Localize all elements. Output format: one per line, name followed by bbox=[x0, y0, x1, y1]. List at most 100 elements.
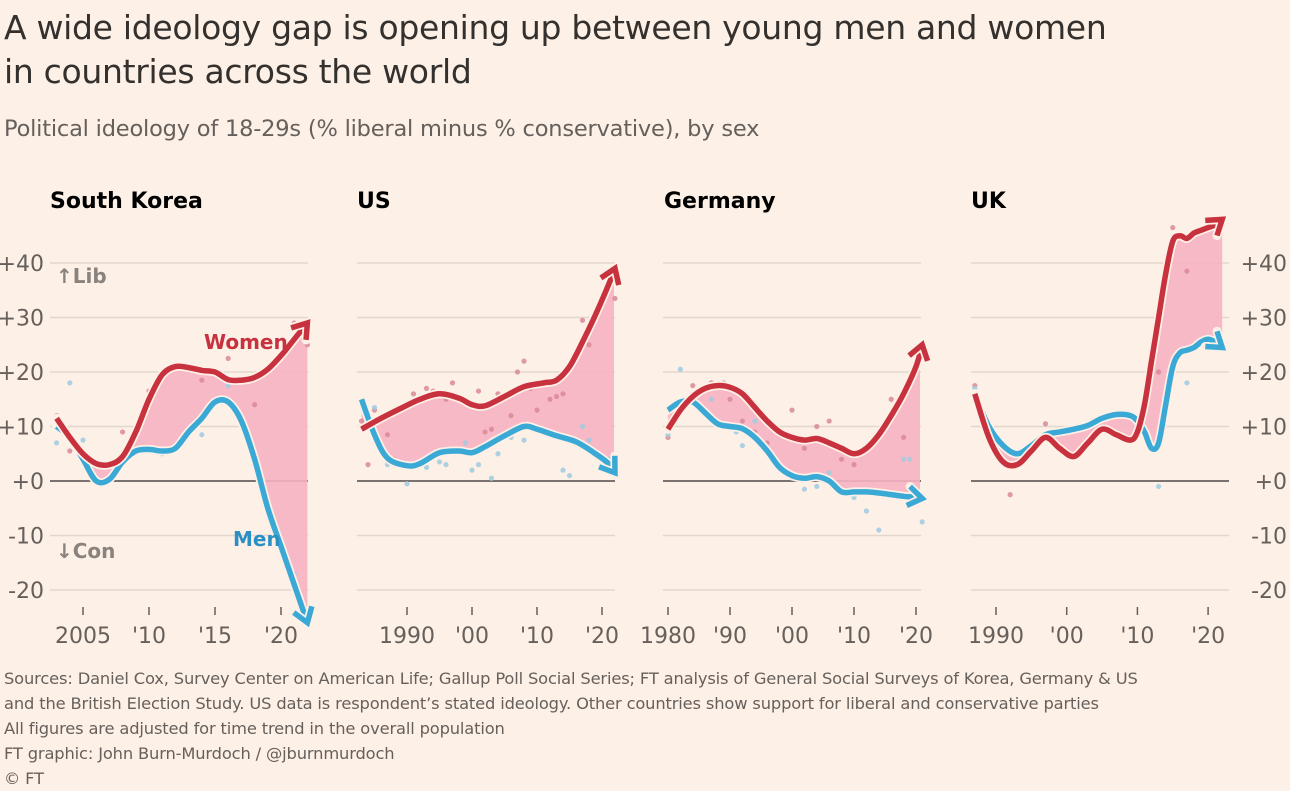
x-tick-label: '15 bbox=[198, 624, 232, 649]
x-tick-label: '20 bbox=[899, 624, 933, 649]
women-data-point bbox=[851, 462, 857, 468]
women-data-point bbox=[475, 388, 482, 394]
women-data-point bbox=[199, 377, 205, 383]
y-tick-label: -20 bbox=[1251, 579, 1287, 604]
men-data-point bbox=[199, 432, 205, 438]
women-data-point bbox=[727, 396, 733, 402]
men-data-point bbox=[443, 462, 449, 468]
x-tick-label: '10 bbox=[1120, 624, 1154, 649]
men-data-point bbox=[488, 475, 495, 481]
women-data-point bbox=[488, 426, 495, 432]
copyright-line: © FT bbox=[4, 769, 44, 788]
panel-title-south-korea: South Korea bbox=[50, 189, 203, 214]
women-data-point bbox=[120, 429, 126, 435]
women-data-point bbox=[1184, 268, 1190, 274]
credit-line: FT graphic: John Burn-Murdoch / @jburnmu… bbox=[4, 744, 395, 763]
men-data-point bbox=[752, 418, 758, 424]
women-data-point bbox=[225, 355, 231, 361]
women-data-point bbox=[739, 418, 746, 424]
women-arrow-icon bbox=[907, 340, 931, 362]
panel-title-us: US bbox=[357, 189, 391, 214]
women-series-label: Women bbox=[204, 330, 288, 354]
women-data-point bbox=[365, 462, 371, 468]
women-data-point bbox=[67, 448, 73, 454]
x-tick-label: '00 bbox=[455, 624, 489, 649]
men-data-point bbox=[739, 442, 746, 449]
women-arrow-icon bbox=[290, 319, 311, 341]
men-data-point bbox=[566, 472, 573, 479]
women-data-point bbox=[252, 402, 258, 408]
women-data-point bbox=[508, 413, 514, 419]
men-series-label: Men bbox=[233, 527, 281, 551]
men-data-point bbox=[495, 451, 501, 457]
women-data-point bbox=[612, 295, 618, 302]
men-data-point bbox=[579, 423, 586, 430]
women-data-point bbox=[410, 391, 417, 397]
women-trend-line bbox=[665, 344, 925, 457]
y-tick-label: +40 bbox=[0, 252, 44, 277]
sources-line-2: and the British Election Study. US data … bbox=[4, 694, 1099, 713]
women-data-point bbox=[1007, 492, 1013, 498]
women-data-point bbox=[560, 391, 566, 397]
x-tick-label: '20 bbox=[1191, 624, 1225, 649]
women-data-point bbox=[547, 396, 553, 402]
men-data-point bbox=[814, 483, 820, 490]
liberal-direction-label: ↑Lib bbox=[56, 264, 107, 288]
x-tick-label: 1980 bbox=[640, 624, 696, 649]
panel-title-uk: UK bbox=[971, 189, 1007, 214]
x-tick-label: 1990 bbox=[379, 624, 435, 649]
women-data-point bbox=[586, 342, 592, 348]
men-arrow-icon bbox=[292, 605, 315, 628]
sources-line-1: Sources: Daniel Cox, Survey Center on Am… bbox=[4, 669, 1138, 688]
men-data-point bbox=[469, 467, 475, 473]
men-data-point bbox=[708, 396, 715, 402]
men-data-point bbox=[436, 459, 443, 465]
y-tick-label: +30 bbox=[1241, 307, 1287, 332]
y-tick-label: -10 bbox=[8, 525, 44, 550]
men-trend-line bbox=[54, 397, 311, 624]
x-tick-label: '00 bbox=[775, 624, 809, 649]
gap-area bbox=[56, 322, 308, 623]
panel-germany: Germany 1980 '90 '00 '10 '20 bbox=[640, 189, 933, 649]
men-data-point bbox=[67, 380, 73, 386]
women-data-point bbox=[839, 456, 845, 462]
chart-title-line-2: in countries across the world bbox=[4, 52, 472, 91]
chart-footer: Sources: Daniel Cox, Survey Center on Am… bbox=[4, 666, 1290, 791]
men-arrow-icon bbox=[1205, 330, 1227, 351]
women-arrow-icon bbox=[1205, 216, 1227, 237]
men-data-point bbox=[677, 366, 684, 372]
men-trend-line bbox=[358, 398, 618, 475]
men-arrow-icon bbox=[905, 484, 927, 508]
men-data-point bbox=[863, 508, 870, 514]
men-data-point bbox=[371, 404, 378, 411]
women-data-point bbox=[423, 385, 430, 391]
men-trend-line bbox=[666, 398, 923, 502]
y-tick-label: +10 bbox=[0, 416, 44, 441]
women-data-point bbox=[534, 407, 540, 413]
men-data-point bbox=[826, 470, 832, 476]
y-tick-label: -20 bbox=[8, 579, 44, 604]
gap-area bbox=[974, 219, 1223, 466]
women-data-point bbox=[901, 434, 907, 440]
men-data-point bbox=[801, 486, 808, 492]
women-trend-line bbox=[360, 267, 618, 432]
y-tick-label: +0 bbox=[1255, 470, 1287, 495]
women-data-point bbox=[521, 358, 527, 364]
women-data-point bbox=[1156, 369, 1162, 375]
men-data-point bbox=[54, 440, 60, 446]
women-data-point bbox=[814, 423, 820, 430]
women-trend-line bbox=[972, 217, 1224, 469]
gap-area bbox=[361, 271, 614, 472]
y-tick-label: +10 bbox=[1241, 416, 1287, 441]
x-tick-label: '10 bbox=[132, 624, 166, 649]
men-data-point bbox=[1184, 380, 1190, 386]
x-tick-label: '20 bbox=[264, 624, 298, 649]
men-data-point bbox=[907, 456, 913, 462]
panel-us: US 1990 '00 '10 '20 bbox=[357, 189, 624, 649]
men-data-point bbox=[876, 527, 882, 533]
x-tick-label: '20 bbox=[585, 624, 619, 649]
y-tick-label: +40 bbox=[1241, 252, 1287, 277]
women-data-point bbox=[1170, 224, 1176, 231]
men-data-point bbox=[560, 467, 566, 473]
chart-title-line-1: A wide ideology gap is opening up betwee… bbox=[4, 8, 1107, 47]
